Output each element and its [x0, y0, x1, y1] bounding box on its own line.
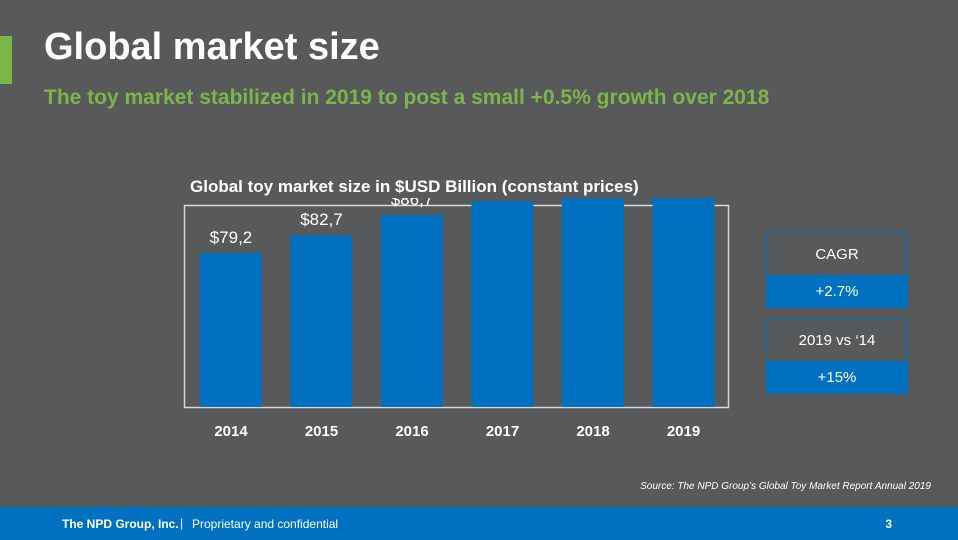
- x-tick-2018: 2018: [576, 423, 609, 440]
- x-tick-2014: 2014: [214, 423, 248, 440]
- x-tick-2015: 2015: [305, 423, 338, 440]
- x-tick-2016: 2016: [395, 423, 428, 440]
- x-tick-2019: 2019: [667, 423, 700, 440]
- x-tick-2017: 2017: [486, 423, 519, 440]
- chart-frame: [183, 204, 730, 409]
- footer-confidential: Proprietary and confidential: [192, 517, 339, 531]
- chart-title: Global toy market size in $USD Billion (…: [190, 177, 639, 196]
- data-label-2015: $82,7: [300, 210, 343, 229]
- bar-chart: $79,22014$82,72015$86,72016$89,42017$90,…: [183, 198, 730, 440]
- bar-2018: [562, 198, 624, 407]
- cagr-label: CAGR: [766, 233, 908, 275]
- bar-2016: [381, 214, 443, 407]
- slide-title: Global market size: [44, 26, 380, 68]
- title-accent-bar: [0, 36, 12, 84]
- cagr-value: +2.7%: [766, 275, 908, 308]
- data-label-2016: $86,7: [391, 198, 434, 209]
- data-label-2014: $79,2: [210, 228, 253, 247]
- slide-subtitle: The toy market stabilized in 2019 to pos…: [44, 86, 770, 109]
- bar-2019: [652, 198, 715, 407]
- growth-label: 2019 vs ‘14: [766, 319, 908, 361]
- footer-separator: |: [180, 516, 184, 530]
- cagr-stat: CAGR +2.7%: [766, 233, 908, 308]
- source-note: Source: The NPD Group’s Global Toy Marke…: [640, 481, 931, 492]
- growth-stat: 2019 vs ‘14 +15%: [766, 319, 908, 394]
- bar-2015: [290, 235, 353, 407]
- bar-2014: [200, 253, 262, 407]
- growth-value: +15%: [766, 361, 908, 394]
- footer-bar: The NPD Group, Inc. | Proprietary and co…: [0, 507, 958, 540]
- footer-company: The NPD Group, Inc.: [62, 517, 179, 531]
- page-number: 3: [885, 517, 892, 531]
- bar-2017: [471, 201, 534, 407]
